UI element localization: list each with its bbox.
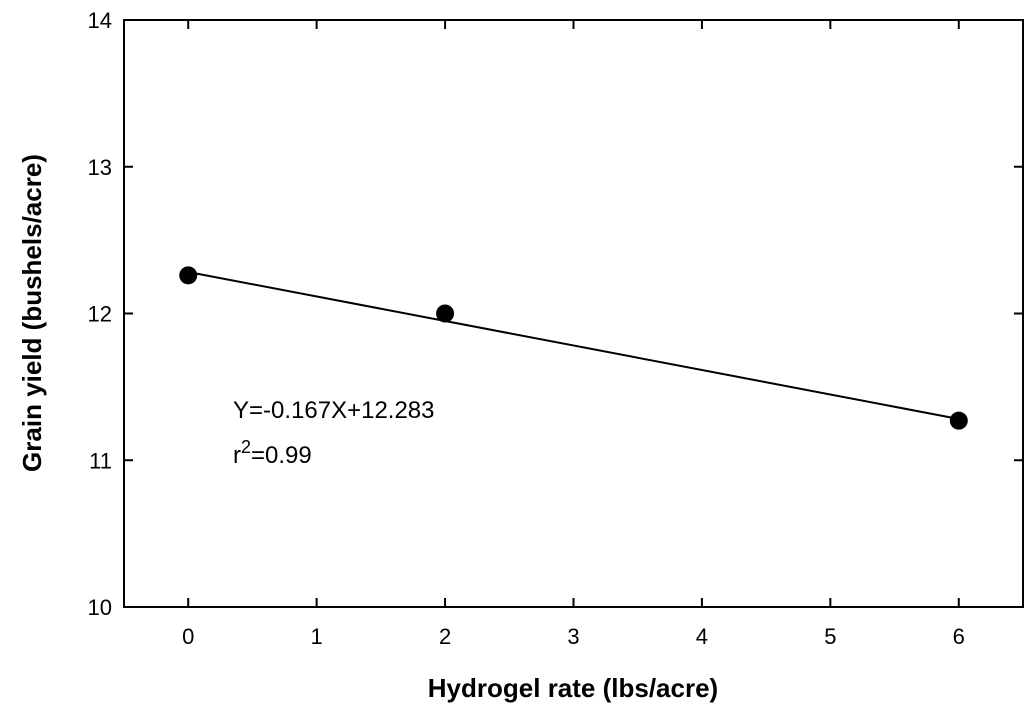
data-point <box>436 304 455 323</box>
x-tick-label: 5 <box>824 624 836 649</box>
x-axis-title: Hydrogel rate (lbs/acre) <box>428 673 718 703</box>
y-tick-label: 12 <box>88 302 112 327</box>
data-points <box>179 266 968 430</box>
x-tick-label: 2 <box>439 624 451 649</box>
x-tick-label: 1 <box>311 624 323 649</box>
y-tick-label: 13 <box>88 155 112 180</box>
x-tick-label: 4 <box>696 624 708 649</box>
y-tick-label: 11 <box>89 448 112 473</box>
r-squared-symbol: r <box>233 442 241 469</box>
plot-frame <box>123 19 1024 608</box>
data-point <box>179 266 198 285</box>
regression-equation-label: Y=-0.167X+12.283 <box>233 397 435 424</box>
r-squared-exponent: 2 <box>241 437 251 457</box>
x-tick-label: 6 <box>953 624 965 649</box>
regression-line <box>188 270 959 420</box>
ticks <box>124 19 1023 608</box>
r-squared-value: =0.99 <box>251 442 312 469</box>
y-tick-label: 14 <box>88 8 112 33</box>
x-tick-label: 3 <box>567 624 579 649</box>
x-tick-label: 0 <box>182 624 194 649</box>
y-tick-label: 10 <box>88 595 112 620</box>
y-axis-title: Grain yield (bushels/acre) <box>17 154 47 472</box>
r-squared-label: r2=0.99 <box>233 437 312 469</box>
data-point <box>949 411 968 430</box>
